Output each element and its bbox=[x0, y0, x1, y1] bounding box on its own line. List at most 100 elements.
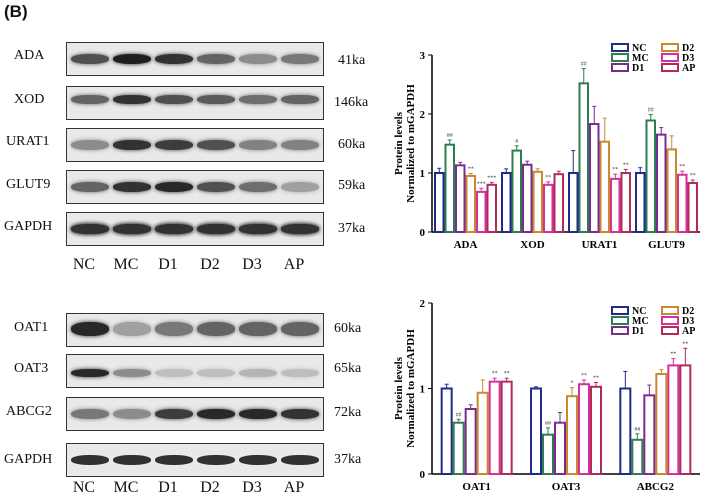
legend-swatch bbox=[661, 306, 679, 315]
legend-label: D1 bbox=[632, 63, 644, 74]
blot-strip-urat1 bbox=[66, 128, 324, 162]
y-axis-label: Normalized to mGAPDH bbox=[405, 329, 417, 448]
significance-mark: ## bbox=[648, 108, 654, 114]
blot-band bbox=[155, 409, 193, 419]
blot-size: 146ka bbox=[334, 95, 369, 110]
bar bbox=[476, 391, 489, 475]
lane-label: D2 bbox=[200, 479, 220, 496]
blot-label: GAPDH bbox=[4, 219, 53, 234]
legend-swatch bbox=[661, 43, 679, 52]
lane-label: NC bbox=[72, 256, 96, 273]
bar bbox=[542, 433, 554, 476]
category-label: GLUT9 bbox=[648, 239, 685, 251]
blot-band bbox=[71, 369, 109, 377]
bar bbox=[620, 172, 631, 233]
legend-swatch bbox=[611, 316, 629, 325]
bar bbox=[677, 173, 688, 234]
blot-size: 41ka bbox=[338, 53, 366, 68]
significance-mark: * bbox=[571, 381, 574, 387]
blot-band bbox=[281, 95, 319, 104]
blot-band bbox=[71, 140, 109, 150]
y-tick-label: 2 bbox=[420, 109, 426, 121]
blot-band bbox=[239, 369, 277, 377]
significance-mark: ** bbox=[581, 373, 587, 379]
blot-band bbox=[239, 182, 277, 192]
blot-band bbox=[197, 54, 235, 64]
blot-band bbox=[71, 455, 109, 465]
blot-band bbox=[239, 54, 277, 64]
lane-label: D2 bbox=[200, 256, 220, 273]
y-axis-label: Protein levels bbox=[393, 111, 405, 175]
blot-band bbox=[281, 455, 319, 465]
legend-swatch bbox=[661, 316, 679, 325]
bar bbox=[645, 119, 656, 233]
bar bbox=[610, 177, 621, 233]
blot-size: 60ka bbox=[338, 137, 366, 152]
category-label: OAT3 bbox=[552, 481, 581, 493]
blot-band bbox=[71, 224, 109, 234]
blot-band bbox=[197, 95, 235, 104]
bar bbox=[679, 364, 692, 476]
significance-mark: ## bbox=[447, 133, 453, 139]
bar bbox=[543, 183, 554, 234]
blot-band bbox=[155, 182, 193, 192]
significance-mark: ** bbox=[612, 167, 618, 173]
legend-label: D1 bbox=[632, 326, 644, 337]
significance-mark: ** bbox=[593, 376, 599, 382]
lane-label: AP bbox=[283, 256, 305, 273]
bar bbox=[444, 143, 455, 233]
blot-size: 65ka bbox=[334, 361, 362, 376]
y-tick-label: 1 bbox=[420, 168, 426, 180]
blot-strip-glut9 bbox=[66, 170, 324, 204]
blot-band bbox=[239, 455, 277, 465]
blot-band bbox=[239, 409, 277, 419]
legend-label: NC bbox=[632, 43, 646, 54]
significance-mark: *** bbox=[487, 175, 496, 181]
blot-label: ABCG2 bbox=[6, 404, 52, 419]
lane-label: D1 bbox=[158, 256, 178, 273]
bar bbox=[568, 172, 579, 233]
bar bbox=[553, 173, 564, 233]
bar bbox=[476, 190, 487, 234]
significance-mark: ** bbox=[690, 173, 696, 179]
legend-label: D3 bbox=[682, 316, 694, 327]
blot-band bbox=[71, 409, 109, 419]
blot-band bbox=[113, 322, 151, 336]
blot-band bbox=[113, 54, 151, 64]
blot-strip-ada bbox=[66, 42, 324, 76]
bar bbox=[554, 421, 566, 476]
significance-mark: # bbox=[515, 139, 518, 145]
bar bbox=[590, 385, 602, 476]
blot-band bbox=[155, 455, 193, 465]
blot-band bbox=[113, 224, 151, 234]
bar bbox=[566, 395, 578, 476]
significance-mark: ** bbox=[679, 164, 685, 170]
blot-band bbox=[197, 455, 235, 465]
blot-strip-gapdh bbox=[66, 443, 324, 477]
blot-band bbox=[281, 322, 319, 336]
blot-band bbox=[281, 224, 319, 234]
legend-swatch bbox=[611, 306, 629, 315]
category-label: XOD bbox=[520, 239, 545, 251]
blot-size: 59ka bbox=[338, 178, 366, 193]
panel-label: (B) bbox=[4, 2, 28, 21]
category-label: URAT1 bbox=[582, 239, 618, 251]
blot-strip-oat3 bbox=[66, 354, 324, 388]
significance-mark: ## bbox=[634, 427, 640, 433]
lane-label: MC bbox=[113, 256, 139, 273]
y-tick-label: 0 bbox=[420, 469, 426, 481]
bar bbox=[511, 149, 522, 233]
blot-label: GLUT9 bbox=[6, 177, 51, 192]
legend-label: MC bbox=[632, 53, 649, 64]
bar bbox=[656, 133, 667, 233]
bar bbox=[631, 438, 644, 475]
significance-mark: ## bbox=[581, 62, 587, 68]
legend-swatch bbox=[611, 53, 629, 62]
significance-mark: ** bbox=[504, 371, 510, 377]
blot-band bbox=[113, 140, 151, 150]
blot-band bbox=[155, 95, 193, 104]
significance-mark: ** bbox=[670, 352, 676, 358]
significance-mark: ** bbox=[623, 162, 629, 168]
significance-mark: ** bbox=[492, 371, 498, 377]
